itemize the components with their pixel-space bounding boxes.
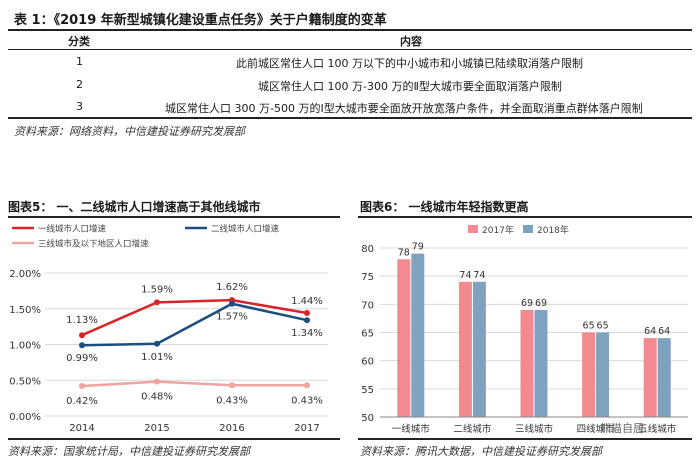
x-tick-label: 2014 (69, 423, 94, 434)
data-label: 64 (658, 326, 670, 337)
data-label: 69 (535, 298, 547, 309)
legend-label: 2017年 (482, 224, 514, 236)
series-line (81, 302, 308, 347)
data-label: 1.13% (66, 315, 98, 326)
data-label: 0.42% (66, 396, 98, 407)
y-tick-label: 0.00% (9, 412, 41, 423)
bar (582, 332, 596, 417)
bar (657, 338, 671, 417)
fig6-source: 资料来源：腾讯大数据，中信建投证券研究发展部 (360, 445, 602, 458)
table-header-content: 内容 (400, 35, 422, 48)
table-bottom-rule (8, 117, 692, 119)
legend-label: 2018年 (537, 224, 569, 236)
fig5-title-rule (8, 216, 340, 218)
table-cell-content: 此前城区常住人口 100 万以下的中小城市和小城镇已陆续取消落户限制 (236, 57, 583, 70)
data-label: 0.43% (291, 395, 323, 406)
data-label: 74 (473, 270, 485, 281)
bar (458, 281, 472, 417)
data-point (304, 310, 310, 317)
table-title: 表 1：《2019 年新型城镇化建设重点任务》关于户籍制度的变革 (14, 13, 387, 28)
legend-label: 一线城市人口增速 (38, 224, 107, 235)
data-label: 1.62% (216, 282, 248, 293)
data-label: 74 (459, 270, 471, 281)
y-tick-label: 80 (361, 244, 374, 255)
series-line (81, 380, 307, 388)
y-tick-label: 50 (361, 413, 374, 424)
data-label: 0.43% (216, 395, 248, 406)
y-tick-label: 60 (361, 357, 374, 368)
bar (472, 281, 486, 417)
series-line (81, 298, 308, 337)
data-label: 0.99% (66, 353, 98, 364)
fig6-title: 图表6： 一线城市年轻指数更高 (360, 200, 529, 214)
data-label: 79 (412, 242, 424, 253)
x-tick-label: 四线城市 (577, 423, 616, 435)
fig5-bottom-rule (8, 438, 340, 440)
data-point (79, 332, 85, 339)
bar (520, 309, 534, 417)
legend-swatch (468, 225, 478, 233)
data-point (229, 300, 235, 307)
table-cell-content: 城区常住人口 100 万-300 万的Ⅱ型大城市要全面取消落户限制 (258, 80, 562, 93)
data-label: 1.57% (216, 312, 248, 323)
x-tick-label: 二线城市 (453, 423, 492, 435)
data-label: 1.44% (291, 296, 323, 307)
fig6-bottom-rule (358, 438, 692, 440)
x-tick-label: 三线城市 (515, 423, 554, 435)
legend-swatch (523, 225, 533, 233)
table-top-rule (8, 29, 692, 31)
data-label: 0.48% (141, 392, 173, 403)
legend-label: 二线城市人口增速 (211, 224, 280, 235)
table-source: 资料来源：网络资料，中信建投证券研究发展部 (14, 125, 245, 138)
x-tick-label: 2016 (219, 423, 244, 434)
x-tick-label: 2015 (144, 423, 169, 434)
x-tick-label: 五线城市 (638, 423, 677, 435)
fig5-source: 资料来源：国家统计局，中信建投证券研究发展部 (8, 445, 250, 458)
legend-label: 三线城市及以下地区人口增速 (38, 239, 149, 250)
table-header-rule (8, 49, 692, 50)
data-point (154, 378, 160, 385)
data-label: 1.34% (291, 328, 323, 339)
y-tick-label: 2.00% (9, 269, 41, 280)
y-tick-label: 70 (361, 300, 374, 311)
data-point (229, 382, 235, 389)
y-tick-label: 55 (361, 385, 374, 396)
y-tick-label: 75 (361, 272, 374, 283)
data-point (304, 317, 310, 324)
x-tick-label: 一线城市 (392, 423, 431, 435)
table-cell-id: 2 (76, 78, 83, 91)
table-header-category: 分类 (68, 35, 90, 48)
data-label: 78 (398, 247, 410, 258)
data-point (304, 382, 310, 389)
data-point (154, 299, 160, 306)
data-point (154, 340, 160, 347)
x-tick-label: 2017 (294, 423, 319, 434)
data-label: 1.59% (141, 284, 173, 295)
y-tick-label: 65 (361, 329, 374, 340)
data-label: 1.01% (141, 352, 173, 363)
fig5-title: 图表5： 一、二线城市人口增速高于其他线城市 (8, 200, 261, 214)
table-cell-id: 1 (76, 55, 83, 68)
y-tick-label: 1.00% (9, 341, 41, 352)
fig6-title-rule (358, 216, 692, 218)
data-point (79, 342, 85, 349)
y-tick-label: 1.50% (9, 305, 41, 316)
bar (397, 259, 411, 417)
table-cell-id: 3 (76, 100, 83, 113)
data-label: 64 (644, 326, 656, 337)
watermark: 熊猫自居 (600, 422, 644, 435)
data-label: 69 (521, 298, 533, 309)
bar (534, 309, 548, 417)
bar (596, 332, 610, 417)
y-tick-label: 0.50% (9, 376, 41, 387)
table-cell-content: 城区常住人口 300 万-500 万的Ⅰ型大城市要全面放开放宽落户条件，并全面取… (165, 102, 643, 115)
data-point (79, 382, 85, 389)
bar (411, 253, 425, 417)
bar (643, 338, 657, 417)
data-label: 65 (597, 321, 609, 332)
data-label: 65 (583, 321, 595, 332)
